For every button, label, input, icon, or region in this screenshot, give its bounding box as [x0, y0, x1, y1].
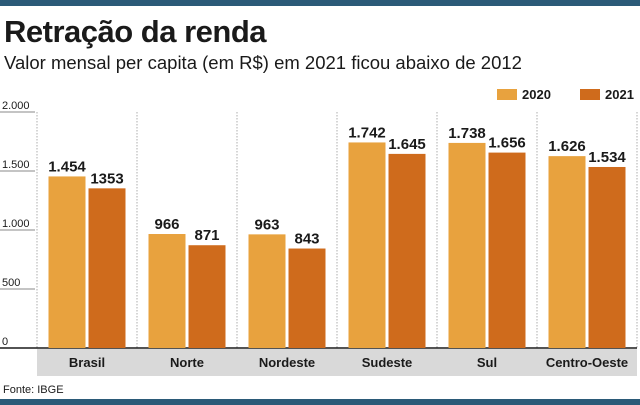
- bar-2020-sul: [448, 142, 486, 348]
- bar-value-label: 1.742: [348, 124, 386, 141]
- category-label: Nordeste: [259, 355, 315, 370]
- bar-value-label: 1.454: [48, 158, 86, 175]
- bar-2020-nordeste: [248, 234, 286, 348]
- bottom-rule: [0, 399, 640, 405]
- bar-2020-brasil: [48, 176, 86, 348]
- source-note: Fonte: IBGE: [3, 384, 64, 396]
- category-label: Sudeste: [362, 355, 413, 370]
- bar-value-label: 1.656: [488, 135, 526, 152]
- bar-value-label: 1.534: [588, 149, 626, 166]
- y-tick-label: 500: [2, 277, 20, 289]
- chart-title: Retração da renda: [4, 14, 267, 49]
- bar-2021-sudeste: [388, 153, 426, 348]
- chart-subtitle: Valor mensal per capita (em R$) em 2021 …: [4, 52, 522, 73]
- category-label: Brasil: [69, 355, 105, 370]
- bar-value-label: 1353: [90, 170, 123, 187]
- y-tick-label: 2.000: [2, 100, 30, 112]
- bar-2020-centro-oeste: [548, 156, 586, 348]
- y-tick-label: 1.000: [2, 218, 30, 230]
- bar-value-label: 966: [154, 216, 179, 233]
- y-tick-label: 1.500: [2, 159, 30, 171]
- bar-value-label: 843: [294, 231, 319, 248]
- legend-label: 2021: [605, 87, 634, 102]
- bar-2020-sudeste: [348, 142, 386, 348]
- bar-2020-norte: [148, 234, 186, 348]
- category-label: Norte: [170, 355, 204, 370]
- bar-2021-nordeste: [288, 248, 326, 348]
- category-axis-band: [37, 349, 637, 376]
- bar-value-label: 1.738: [448, 125, 486, 142]
- category-label: Centro-Oeste: [546, 355, 628, 370]
- legend-swatch-2020: [497, 89, 517, 100]
- category-label: Sul: [477, 355, 497, 370]
- bar-2021-norte: [188, 245, 226, 348]
- bar-2021-centro-oeste: [588, 166, 626, 348]
- legend-swatch-2021: [580, 89, 600, 100]
- bar-2021-brasil: [88, 188, 126, 348]
- top-rule: [0, 0, 640, 6]
- y-tick-label: 0: [2, 336, 8, 348]
- bar-value-label: 1.645: [388, 136, 426, 153]
- bar-value-label: 871: [194, 227, 219, 244]
- legend-label: 2020: [522, 87, 551, 102]
- bar-2021-sul: [488, 152, 526, 348]
- bar-value-label: 963: [254, 216, 279, 233]
- bar-value-label: 1.626: [548, 138, 586, 155]
